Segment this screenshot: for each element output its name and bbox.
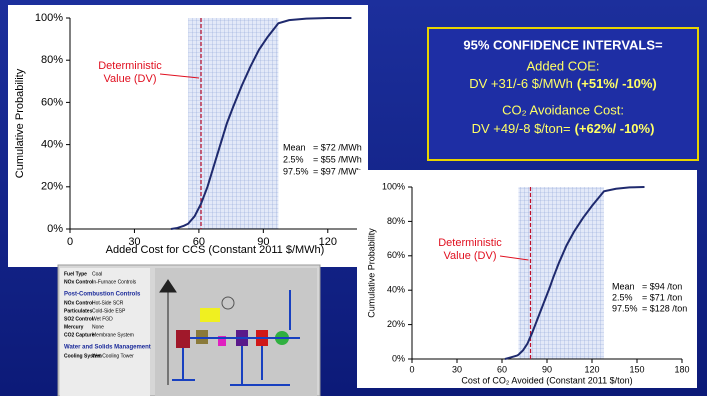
- dv-label: Deterministic: [98, 60, 162, 72]
- thumb-value: Wet Cooling Tower: [92, 353, 134, 359]
- box-line: DV +49/-8 $/ton= (+62%/ -10%): [472, 121, 655, 136]
- stat-text: = $55 /MWh: [313, 154, 362, 164]
- thumb-value: Wet FGD: [92, 316, 113, 322]
- box-value: DV +31/-6 $/MWh: [469, 76, 573, 91]
- stat-text: Mean: [283, 142, 306, 152]
- box-pct: (+51%/ -10%): [577, 76, 657, 91]
- y-tick-label: 20%: [387, 319, 405, 329]
- thumb-value: None: [92, 324, 104, 330]
- dv-label: Value (DV): [444, 250, 497, 262]
- thumb-value: Membrane System: [92, 332, 134, 338]
- x-tick-label: 150: [629, 364, 644, 374]
- unit-icon: [176, 330, 190, 348]
- thumb-value: Coal: [92, 271, 102, 277]
- stat-text: = $72 /MWh: [313, 142, 362, 152]
- y-tick-label: 80%: [387, 216, 405, 226]
- y-tick-label: 40%: [387, 285, 405, 295]
- y-tick-label: 0%: [392, 353, 405, 363]
- y-axis-label: Cumulative Probability: [366, 228, 376, 318]
- dv-label: Value (DV): [104, 73, 157, 85]
- y-tick-label: 20%: [41, 181, 63, 193]
- x-tick-label: 0: [67, 236, 73, 248]
- x-tick-label: 30: [452, 364, 462, 374]
- x-tick-label: 90: [542, 364, 552, 374]
- box-line: DV +31/-6 $/MWh (+51%/ -10%): [469, 76, 657, 91]
- stat-text: 2.5%: [283, 154, 304, 164]
- y-tick-label: 0%: [47, 223, 63, 235]
- stat-text: = $128 /ton: [642, 303, 687, 313]
- thumb-label: Mercury: [64, 324, 84, 330]
- y-tick-label: 80%: [41, 54, 63, 66]
- stat-text: Mean: [612, 281, 635, 291]
- y-axis-label: Cumulative Probability: [14, 68, 26, 178]
- y-tick-label: 40%: [41, 139, 63, 151]
- confidence-band: [188, 18, 278, 229]
- thumb-label: CO2 Capture: [64, 332, 95, 338]
- page: {"chart_data": [ {"type": "line", "x_lab…: [0, 0, 707, 396]
- y-tick-label: 100%: [382, 181, 405, 191]
- box-title: 95% CONFIDENCE INTERVALS=: [463, 37, 663, 52]
- box-label: CO₂ Avoidance Cost:: [502, 102, 624, 117]
- slide: 95% CONFIDENCE INTERVALS= Added COE: DV …: [0, 0, 707, 396]
- x-tick-label: 120: [584, 364, 599, 374]
- thumb-label: NOx Control: [64, 279, 94, 285]
- thumb-value: Cold-Side ESP: [92, 308, 126, 314]
- unit-icon: [200, 308, 220, 322]
- thumb-value: In-Furnace Controls: [92, 279, 137, 285]
- box-pct: (+62%/ -10%): [575, 121, 655, 136]
- thumb-label: NOx Control: [64, 300, 94, 306]
- thumb-label: Particulates: [64, 308, 93, 314]
- y-tick-label: 60%: [387, 250, 405, 260]
- x-axis-label: Cost of CO₂ Avoided (Constant 2011 $/ton…: [461, 375, 632, 385]
- stat-text: 97.5%: [283, 166, 309, 176]
- stat-text: 97.5%: [612, 303, 638, 313]
- x-tick-label: 0: [409, 364, 414, 374]
- x-tick-label: 180: [674, 364, 689, 374]
- box-label: Added COE:: [527, 58, 600, 73]
- thumb-label: Fuel Type: [64, 271, 87, 277]
- stat-text: 2.5%: [612, 292, 633, 302]
- dv-label: Deterministic: [438, 237, 502, 249]
- chart: 0% 20% 40% 60% 80% 100% 0 30 60 90 120 150 180 Cost o…: [357, 170, 697, 388]
- box-value: DV +49/-8 $/ton=: [472, 121, 571, 136]
- y-tick-label: 100%: [35, 12, 63, 24]
- stat-text: = $97 /MWh: [313, 166, 362, 176]
- y-tick-label: 60%: [41, 96, 63, 108]
- stat-text: = $71 /ton: [642, 292, 682, 302]
- x-axis-label: Added Cost for CCS (Constant 2011 $/MWh): [106, 244, 325, 256]
- stat-text: = $94 /ton: [642, 281, 682, 291]
- x-tick-label: 60: [497, 364, 507, 374]
- thumb-label: SO2 Control: [64, 316, 94, 322]
- thumb-heading: Post-Combustion Controls: [64, 292, 141, 298]
- thumb-heading: Water and Solids Management: [64, 345, 151, 351]
- thumb-value: Hot-Side SCR: [92, 300, 124, 306]
